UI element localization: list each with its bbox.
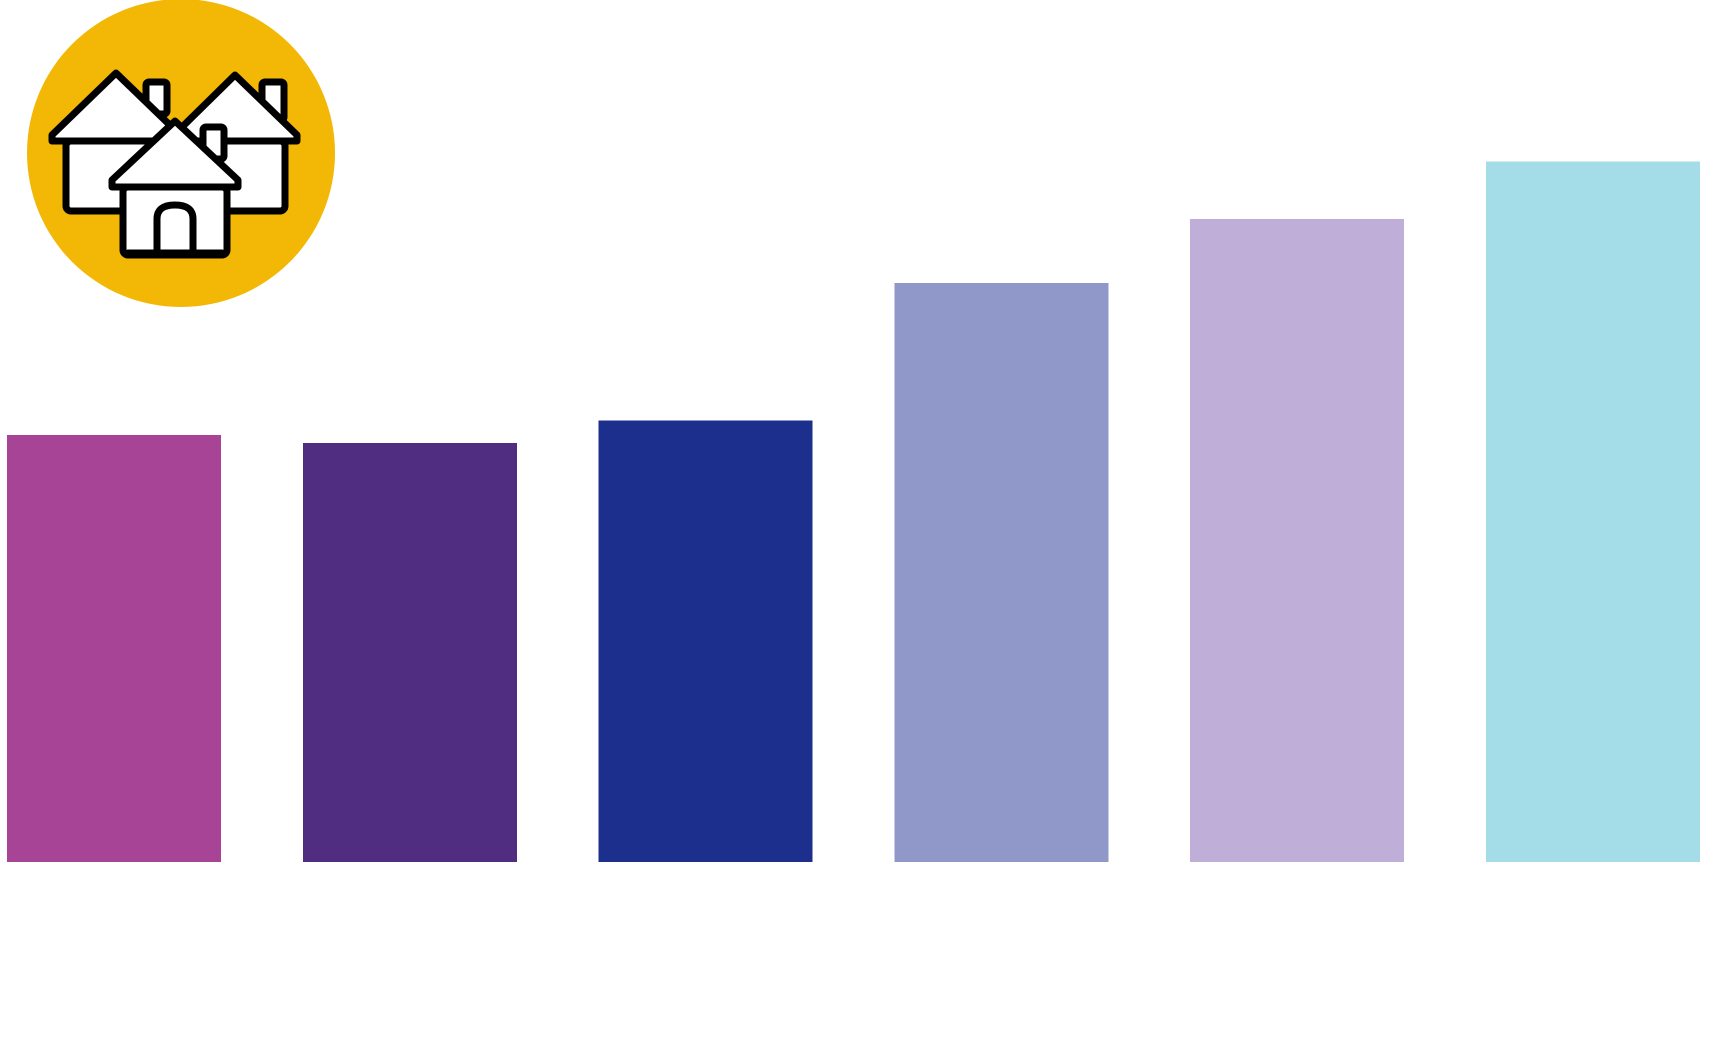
bar-1 xyxy=(7,435,221,862)
bar-4 xyxy=(894,283,1109,862)
houses-icon xyxy=(27,0,335,307)
house-center xyxy=(108,117,242,259)
bar-6 xyxy=(1486,161,1700,863)
bar-3 xyxy=(598,420,813,862)
bar-5 xyxy=(1190,219,1405,862)
bar-2 xyxy=(302,442,517,862)
bars-group xyxy=(7,161,1700,863)
